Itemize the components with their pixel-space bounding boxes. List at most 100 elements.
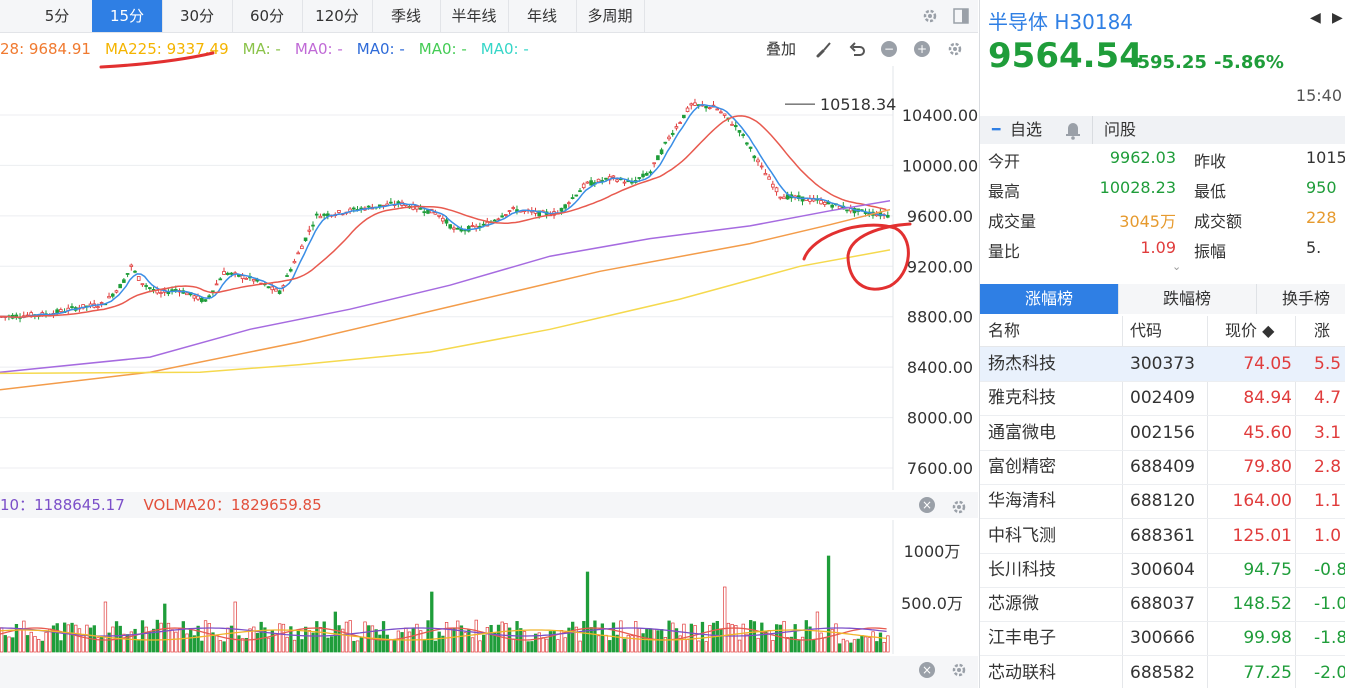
table-row[interactable]: 长川科技 300604 94.75 -0.8	[980, 553, 1345, 588]
tab-period-4[interactable]: 120分	[302, 0, 373, 32]
zoom-in-icon[interactable]: +	[914, 41, 930, 57]
cell-name: 芯动联科	[988, 662, 1056, 683]
volume-bar	[522, 631, 527, 653]
stat-value: 10028.23	[1099, 178, 1176, 197]
table-row[interactable]: 中科飞测 688361 125.01 1.0	[980, 519, 1345, 554]
red-circle-annotation	[802, 222, 912, 291]
volume-bar	[437, 631, 441, 653]
table-row[interactable]: 江丰电子 300666 99.98 -1.8	[980, 621, 1345, 657]
volume-chart[interactable]: 1000万 500.0万	[0, 520, 978, 654]
col-name[interactable]: 名称	[988, 321, 1021, 340]
volume-bar	[185, 633, 189, 653]
expand-icon[interactable]: ⌄	[1172, 260, 1182, 273]
volume-bar	[170, 629, 174, 653]
tab-period-6[interactable]: 半年线	[440, 0, 509, 32]
table-row[interactable]: 富创精密 688409 79.80 2.8	[980, 450, 1345, 485]
zoom-out-icon[interactable]: −	[881, 41, 897, 57]
candle-body	[759, 165, 764, 168]
candle-body	[741, 134, 745, 136]
col-price[interactable]: 现价 ◆	[1225, 321, 1275, 340]
candle-body	[667, 136, 671, 140]
tab-period-5[interactable]: 季线	[372, 0, 441, 32]
cell-name: 华海清科	[988, 491, 1056, 512]
indicator-settings-icon[interactable]	[951, 662, 967, 678]
next-stock-icon[interactable]: ▶	[1332, 10, 1343, 26]
candle-body	[244, 277, 249, 280]
table-row[interactable]: 华海清科 688120 164.00 1.1	[980, 484, 1345, 520]
candle-body	[589, 180, 593, 186]
table-row[interactable]: 通富微电 002156 45.60 3.1	[980, 416, 1345, 451]
tab-period-7[interactable]: 年线	[508, 0, 577, 32]
tab-rank-1[interactable]: 跌幅榜	[1118, 284, 1257, 314]
candle-body	[203, 299, 208, 302]
volume-bar	[604, 634, 608, 653]
volume-bar	[352, 640, 356, 653]
candle-body	[682, 114, 686, 119]
volume-bar	[860, 635, 864, 653]
volume-settings-icon[interactable]	[951, 497, 967, 514]
volume-bar	[697, 640, 701, 653]
candle-body	[585, 181, 590, 184]
volume-bar	[196, 625, 200, 653]
kline-chart[interactable]: 10400.00 10000.00 9600.00 9200.00 8800.00 840…	[0, 66, 978, 490]
candle-body	[144, 285, 148, 287]
tab-rank-0[interactable]: 涨幅榜	[980, 284, 1119, 314]
volume-bar	[537, 632, 541, 653]
tab-period-1[interactable]: 15分	[92, 0, 163, 32]
table-row[interactable]: 扬杰科技 300373 74.05 5.5	[980, 347, 1345, 382]
undo-icon[interactable]	[848, 41, 865, 57]
chart-panel: 5分 15分 30分 60分 120分 季线 半年线 年线 多周期 28: 9684.91 MA2…	[0, 0, 978, 678]
candle-body	[496, 218, 501, 221]
volume-bar	[804, 620, 808, 653]
stat-label: 成交额	[1194, 212, 1243, 231]
candle-body	[99, 302, 104, 304]
watch-button[interactable]: 自选	[1010, 120, 1043, 139]
volume-bar	[107, 632, 111, 653]
volume-bar	[726, 622, 731, 653]
volume-bar	[155, 619, 160, 653]
y-tick-label: 9600.00	[907, 207, 973, 226]
table-row[interactable]: 芯动联科 688582 77.25 -2.0	[980, 656, 1345, 688]
candle-body	[437, 214, 441, 217]
col-change[interactable]: 涨	[1314, 321, 1331, 340]
tab-period-8[interactable]: 多周期	[576, 0, 645, 32]
volume-bar	[207, 623, 211, 653]
close-volume-icon[interactable]: ×	[919, 497, 935, 513]
stat-value: 3045万	[1119, 212, 1176, 231]
stat-value: 228	[1306, 208, 1337, 227]
prev-stock-icon[interactable]: ◀	[1310, 10, 1321, 26]
tab-period-0[interactable]: 5分	[22, 0, 93, 32]
volume-bar	[11, 637, 15, 653]
tab-period-2[interactable]: 30分	[162, 0, 233, 32]
volume-bar	[426, 620, 430, 653]
bell-icon[interactable]	[1064, 116, 1082, 153]
y-tick-label: 7600.00	[907, 459, 973, 478]
volume-bar	[730, 623, 734, 653]
overlay-button[interactable]: 叠加	[766, 36, 796, 62]
cell-price: 125.01	[1232, 525, 1292, 546]
close-indicator-icon[interactable]: ×	[919, 662, 935, 678]
stat-label: 量比	[988, 242, 1021, 261]
ask-button[interactable]: 问股	[1104, 120, 1137, 139]
settings-icon[interactable]	[922, 8, 938, 24]
cell-code: 002409	[1130, 388, 1195, 409]
cell-name: 通富微电	[988, 422, 1056, 443]
layout-icon[interactable]	[953, 8, 969, 24]
table-row[interactable]: 芯源微 688037 148.52 -1.0	[980, 587, 1345, 623]
volume-bar	[237, 635, 241, 653]
volume-bar	[55, 623, 59, 653]
brush-icon[interactable]	[815, 41, 831, 58]
chart-settings-icon[interactable]	[947, 41, 963, 57]
volume-bar	[29, 631, 33, 653]
volume-bar	[511, 638, 515, 653]
candle-body	[604, 177, 608, 180]
tab-rank-2[interactable]: 换手榜	[1256, 284, 1345, 314]
volume-bar	[337, 625, 341, 653]
candle-body	[885, 214, 890, 218]
volume-bar	[571, 621, 575, 653]
candle-body	[185, 292, 189, 296]
col-code[interactable]: 代码	[1130, 321, 1163, 340]
volume-bar	[329, 636, 334, 653]
tab-period-3[interactable]: 60分	[232, 0, 303, 32]
table-row[interactable]: 雅克科技 002409 84.94 4.7	[980, 381, 1345, 417]
